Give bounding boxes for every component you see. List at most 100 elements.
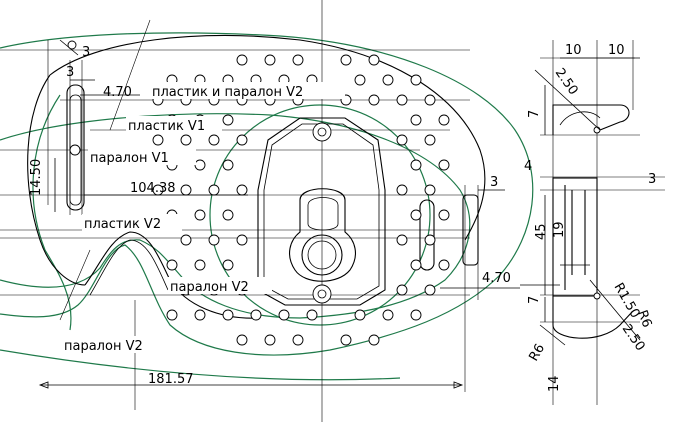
vent-hole bbox=[194, 209, 206, 221]
plate-bottom-screw-inner bbox=[317, 289, 327, 299]
vent-hole bbox=[250, 309, 262, 321]
vent-hole bbox=[396, 134, 408, 146]
central-green-circle bbox=[209, 104, 431, 326]
vent-hole bbox=[424, 134, 436, 146]
plate-inner-outline bbox=[263, 123, 380, 300]
inner-contour bbox=[0, 113, 471, 319]
side-dim-r6-right: R6 bbox=[634, 308, 654, 329]
plate-socket-circle-inner bbox=[307, 240, 337, 270]
vent-hole bbox=[236, 184, 248, 196]
vent-hole bbox=[340, 54, 352, 66]
vent-hole bbox=[396, 284, 408, 296]
plate-bottom-screw bbox=[312, 284, 332, 304]
dimension-lines bbox=[38, 39, 520, 389]
left-slots bbox=[66, 40, 85, 211]
vent-hole bbox=[278, 309, 290, 321]
bottom-green-curve bbox=[0, 349, 401, 381]
vent-hole bbox=[396, 234, 408, 246]
vent-hole bbox=[222, 309, 234, 321]
plate-outline bbox=[257, 117, 386, 306]
side-top-part bbox=[552, 104, 630, 135]
vent-hole bbox=[410, 309, 422, 321]
dim-3-left: 3 bbox=[66, 65, 74, 80]
vent-hole bbox=[194, 159, 206, 171]
vent-hole bbox=[424, 184, 436, 196]
vent-hole bbox=[438, 114, 450, 126]
vent-hole bbox=[236, 134, 248, 146]
side-dim-7-bottom: 7 bbox=[527, 296, 542, 304]
vent-hole bbox=[236, 234, 248, 246]
plate-socket-outer bbox=[289, 188, 356, 282]
vent-hole bbox=[222, 259, 234, 271]
side-dim-45: 45 bbox=[534, 223, 549, 240]
vent-hole bbox=[410, 159, 422, 171]
vent-hole bbox=[354, 309, 366, 321]
vent-hole bbox=[166, 259, 178, 271]
vent-hole bbox=[410, 114, 422, 126]
material-labels: пластик и паралон V2 пластик V1 паралон … bbox=[62, 82, 345, 354]
left-slot-hole bbox=[69, 144, 81, 156]
vent-hole bbox=[396, 94, 408, 106]
vent-hole bbox=[424, 234, 436, 246]
side-bottom-hole bbox=[593, 292, 601, 300]
vent-hole bbox=[194, 309, 206, 321]
label-foam-v2-mid: паралон V2 bbox=[170, 280, 249, 295]
side-bottom-part bbox=[552, 296, 633, 339]
label-plastic-foam-v2: пластик и паралон V2 bbox=[152, 85, 303, 100]
vent-hole bbox=[424, 284, 436, 296]
vent-hole bbox=[236, 54, 248, 66]
side-body bbox=[552, 177, 598, 297]
vent-hole bbox=[410, 74, 422, 86]
vent-hole bbox=[438, 259, 450, 271]
plate-socket-circle bbox=[301, 234, 343, 276]
vent-hole bbox=[264, 334, 276, 346]
dim-4-70-right: 4.70 bbox=[482, 271, 511, 286]
top-left-small-hole bbox=[67, 40, 77, 50]
side-dim-7-top: 7 bbox=[527, 110, 542, 118]
diag-line-1 bbox=[109, 19, 151, 131]
vent-hole bbox=[194, 259, 206, 271]
left-black-contour bbox=[27, 74, 86, 286]
vent-hole bbox=[222, 209, 234, 221]
label-plastic-v2: пластик V2 bbox=[84, 217, 161, 232]
vent-hole bbox=[236, 334, 248, 346]
central-plate bbox=[257, 117, 386, 306]
side-view bbox=[520, 40, 665, 405]
nose-black-contour bbox=[84, 231, 261, 319]
side-dim-r6-left: R6 bbox=[526, 342, 548, 364]
side-dim-19: 19 bbox=[552, 221, 567, 238]
vent-hole bbox=[438, 159, 450, 171]
vent-hole bbox=[166, 309, 178, 321]
vent-hole bbox=[382, 74, 394, 86]
vent-hole bbox=[180, 184, 192, 196]
vent-hole bbox=[208, 184, 220, 196]
side-dim-14: 14 bbox=[547, 375, 562, 392]
side-dim-10-left: 10 bbox=[565, 43, 582, 58]
vent-hole bbox=[292, 54, 304, 66]
vent-hole bbox=[180, 234, 192, 246]
outer-contour bbox=[0, 32, 534, 356]
vent-hole bbox=[152, 134, 164, 146]
right-slots bbox=[419, 194, 479, 271]
vent-hole bbox=[306, 309, 318, 321]
left-slot-long bbox=[66, 84, 85, 211]
vent-hole bbox=[354, 74, 366, 86]
vent-hole bbox=[208, 234, 220, 246]
right-edge-slot bbox=[462, 194, 479, 266]
plate-socket-inner bbox=[307, 197, 339, 231]
side-dim-10-right: 10 bbox=[608, 43, 625, 58]
vent-hole bbox=[410, 209, 422, 221]
right-slot bbox=[419, 199, 435, 271]
dim-14-50: 14.50 bbox=[29, 159, 44, 196]
vent-hole bbox=[208, 134, 220, 146]
label-foam-v1: паралон V1 bbox=[90, 151, 169, 166]
nose-inner-contour bbox=[89, 239, 169, 296]
dim-181-57: 181.57 bbox=[148, 372, 194, 387]
vent-hole bbox=[340, 334, 352, 346]
side-top-arc bbox=[559, 111, 601, 126]
side-top-hole bbox=[593, 126, 601, 134]
side-dim-4: 4 bbox=[524, 159, 532, 174]
vent-hole bbox=[438, 209, 450, 221]
vent-hole bbox=[424, 94, 436, 106]
